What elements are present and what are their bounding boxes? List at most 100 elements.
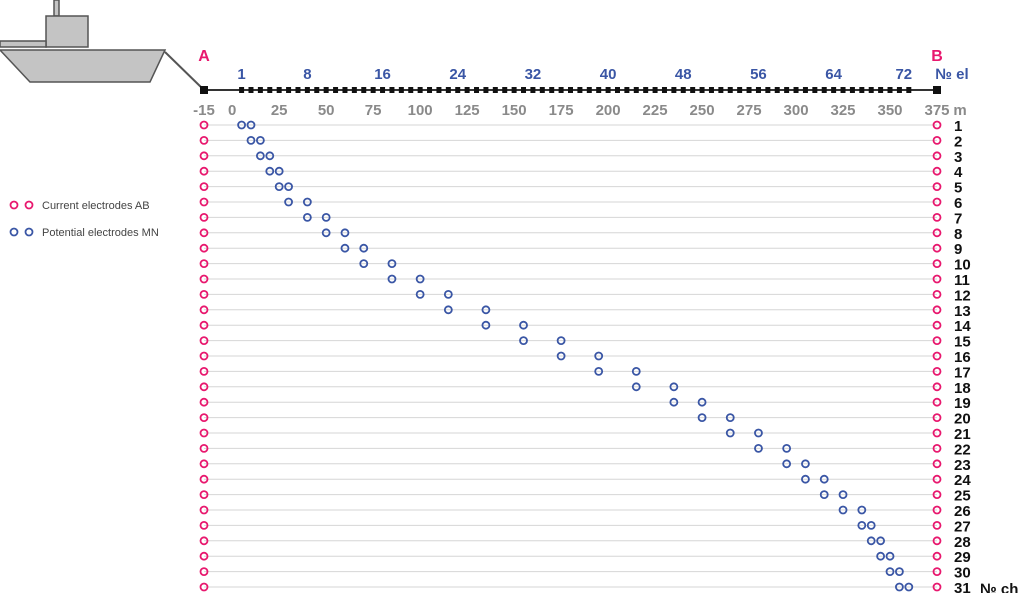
channel-number: 1 [954, 118, 962, 135]
potential-electrode-m-point [819, 490, 829, 500]
electrode-marks [239, 87, 912, 93]
electrode-mark [831, 87, 837, 93]
current-electrode-a-point [199, 366, 209, 376]
legend-current-marker [24, 200, 34, 210]
potential-electrode-m-point [274, 182, 284, 192]
potential-electrode-m-point [631, 382, 641, 392]
channel-row: 13 [199, 303, 971, 320]
electrode-number-tick: 48 [675, 66, 692, 83]
channel-row: 14 [199, 318, 971, 335]
current-electrode-b-point [932, 582, 942, 592]
electrode-mark [586, 87, 592, 93]
electrode-mark [727, 87, 733, 93]
electrode-mark [708, 87, 714, 93]
electrode-mark [596, 87, 602, 93]
channel-number: 9 [954, 241, 962, 258]
channel-number: 21 [954, 426, 971, 443]
channel-number: 22 [954, 441, 971, 458]
current-electrode-a-point [199, 336, 209, 346]
potential-electrode-m-point [876, 551, 886, 561]
electrode-mark [295, 87, 301, 93]
current-electrode-b-point [932, 182, 942, 192]
potential-electrode-m-point [556, 351, 566, 361]
channel-row: 11 [199, 272, 970, 289]
channel-row: 29 [199, 549, 971, 566]
current-electrode-b-point [932, 120, 942, 130]
electrode-number-tick: 24 [449, 66, 466, 83]
potential-electrode-n-point [801, 459, 810, 469]
current-electrode-a-point [199, 166, 209, 176]
boat-icon [0, 0, 205, 91]
current-electrode-b-point [932, 259, 942, 269]
potential-electrode-m-point [866, 536, 876, 546]
electrode-mark [492, 87, 498, 93]
potential-electrode-n-point [443, 289, 453, 299]
current-electrode-b-point [932, 305, 942, 315]
current-electrode-a-point [199, 474, 209, 484]
electrode-mark [633, 87, 639, 93]
meter-tick: 25 [271, 102, 288, 119]
current-electrode-b-point [932, 567, 942, 576]
current-electrode-a-point [199, 567, 209, 576]
electrode-number-tick: 1 [237, 66, 245, 83]
channel-number: 30 [954, 565, 971, 582]
current-electrode-a-point [199, 259, 209, 269]
electrode-mark [906, 87, 912, 93]
label-a: A [198, 48, 210, 65]
meter-tick: 275 [737, 102, 762, 119]
potential-electrode-m-point [669, 397, 679, 407]
electrode-mark [755, 87, 761, 93]
potential-electrode-n-point [857, 505, 867, 515]
electrode-mark [699, 87, 705, 93]
current-electrode-b-point [932, 397, 942, 407]
meter-tick: 325 [831, 102, 856, 119]
potential-electrode-m-point [895, 582, 904, 592]
meter-tick: 175 [549, 102, 574, 119]
electrode-number-axis: 1 8 16 24 32 40 48 56 64 72 [237, 66, 912, 83]
channel-number: 26 [954, 503, 971, 520]
potential-electrode-n-point [556, 336, 566, 346]
electrode-number-tick: 16 [374, 66, 391, 83]
current-electrode-a-point [199, 135, 209, 145]
current-electrode-b-point [932, 351, 942, 361]
potential-electrode-n-point [387, 259, 397, 269]
channel-row: 7 [199, 210, 962, 227]
electrode-mark [257, 87, 263, 93]
potential-electrode-n-point [866, 521, 876, 530]
potential-electrode-n-point [669, 382, 679, 392]
tow-cable [164, 51, 205, 91]
channel-number: 25 [954, 488, 971, 505]
electrode-mark [624, 87, 630, 93]
electrode-mark [389, 87, 395, 93]
current-electrode-a-point [199, 490, 209, 500]
current-electrode-a-point [199, 582, 209, 592]
current-electrode-a-point [199, 536, 209, 546]
potential-electrode-n-point [274, 166, 284, 176]
current-electrode-b-point [932, 459, 942, 469]
electrode-mark [652, 87, 658, 93]
meter-tick: 75 [365, 102, 382, 119]
current-electrode-b-point [932, 521, 942, 530]
electrode-mark [568, 87, 573, 93]
channel-row: 23 [199, 457, 971, 474]
electrode-mark [793, 87, 799, 93]
channel-row: 1 [199, 118, 962, 135]
electrode-mark [802, 87, 808, 93]
meter-tick: 225 [643, 102, 668, 119]
potential-electrode-m-point [443, 305, 453, 315]
current-electrode-b-point [932, 490, 942, 500]
channel-number: 3 [954, 149, 962, 166]
channel-number: 23 [954, 457, 971, 474]
current-electrode-b-point [932, 135, 942, 145]
electrode-mark [276, 87, 282, 93]
potential-electrode-m-point [255, 151, 265, 161]
potential-electrode-n-point [838, 490, 848, 500]
electrode-mark [765, 87, 771, 93]
current-electrode-b-point [932, 443, 942, 453]
current-electrode-b-point [932, 289, 942, 299]
electrode-mark [248, 87, 254, 93]
channel-number: 13 [954, 303, 971, 320]
electrode-mark [333, 87, 339, 93]
channel-number: 18 [954, 380, 971, 397]
